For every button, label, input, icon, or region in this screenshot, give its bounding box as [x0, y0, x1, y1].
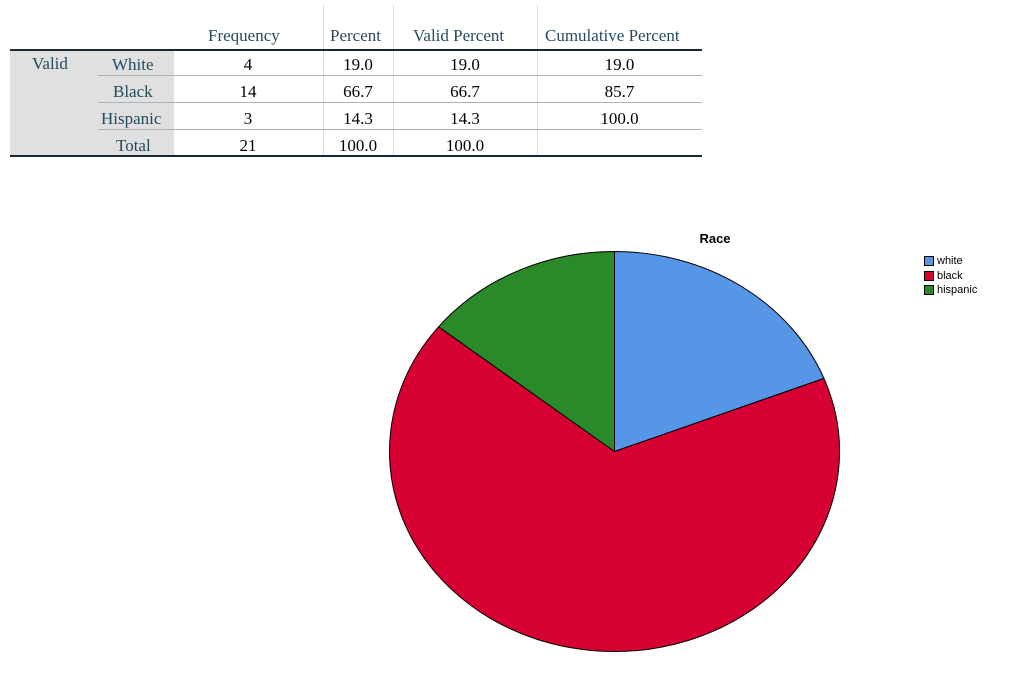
- cell-frequency: 14: [239, 82, 257, 101]
- row-rule: [98, 102, 702, 103]
- cell-valid-percent: 100.0: [445, 136, 485, 155]
- cell-valid-percent: 19.0: [450, 55, 480, 74]
- cell-cumulative-percent: 19.0: [604, 55, 635, 74]
- cell-valid-percent: 14.3: [450, 109, 480, 128]
- legend-label: white: [937, 255, 963, 268]
- column-separator: [537, 5, 538, 156]
- pie-slice-white: [614, 250, 825, 453]
- cell-percent: 66.7: [343, 82, 373, 101]
- legend-swatch: [924, 285, 934, 296]
- cell-frequency: 21: [239, 136, 257, 155]
- pie-slice-hispanic: [437, 250, 615, 453]
- bottom-rule: [10, 155, 702, 157]
- legend-item-black: black: [924, 269, 977, 284]
- row-label-hispanic: Hispanic: [101, 109, 162, 128]
- cell-frequency: 3: [243, 109, 253, 128]
- pie-slice-black: [389, 326, 840, 652]
- legend-swatch: [924, 270, 934, 281]
- column-header-frequency: Frequency: [208, 26, 280, 45]
- cell-percent: 100.0: [338, 136, 378, 155]
- row-rule: [98, 75, 702, 76]
- legend-label: black: [937, 269, 963, 282]
- cell-frequency: 4: [243, 55, 253, 74]
- legend-item-white: white: [924, 254, 977, 269]
- column-header-percent: Percent: [330, 26, 381, 45]
- cell-percent: 14.3: [343, 109, 373, 128]
- column-header-cumulative-percent: Cumulative Percent: [545, 26, 680, 45]
- column-separator: [323, 5, 324, 156]
- cell-cumulative-percent: 100.0: [600, 109, 639, 128]
- cell-percent: 19.0: [343, 55, 373, 74]
- row-header-shade: [10, 50, 174, 156]
- row-group-label: Valid: [32, 54, 68, 73]
- row-label-white: White: [112, 55, 154, 74]
- cell-cumulative-percent: 85.7: [604, 82, 635, 101]
- chart-legend: white black hispanic: [924, 254, 977, 298]
- chart-title: Race: [699, 231, 731, 246]
- column-header-valid-percent: Valid Percent: [413, 26, 505, 45]
- column-separator: [393, 5, 394, 156]
- legend-swatch: [924, 256, 934, 267]
- cell-valid-percent: 66.7: [450, 82, 480, 101]
- legend-item-hispanic: hispanic: [924, 283, 977, 298]
- legend-label: hispanic: [937, 284, 978, 297]
- row-label-black: Black: [113, 82, 153, 101]
- frequency-table: Frequency Percent Valid Percent Cumulati…: [0, 0, 1018, 170]
- row-rule: [98, 129, 702, 130]
- row-label-total: Total: [116, 136, 151, 155]
- header-rule: [10, 49, 702, 51]
